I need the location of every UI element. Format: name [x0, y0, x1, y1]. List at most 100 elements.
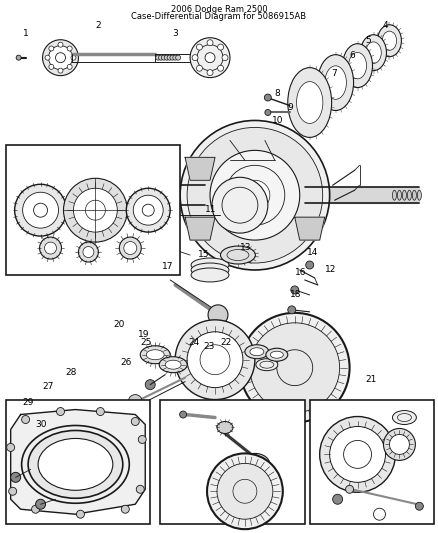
- Circle shape: [415, 502, 424, 510]
- Text: 26: 26: [120, 358, 132, 367]
- Circle shape: [170, 55, 175, 60]
- Circle shape: [175, 320, 255, 400]
- Text: 9: 9: [288, 102, 293, 111]
- Circle shape: [190, 38, 230, 78]
- Ellipse shape: [53, 189, 58, 201]
- Circle shape: [96, 408, 104, 416]
- Ellipse shape: [392, 190, 396, 200]
- Text: 2: 2: [95, 21, 101, 30]
- Circle shape: [57, 408, 64, 416]
- Polygon shape: [295, 217, 325, 240]
- Text: 7: 7: [332, 69, 337, 78]
- Ellipse shape: [124, 241, 137, 255]
- Circle shape: [208, 305, 228, 325]
- Text: 4: 4: [382, 21, 388, 30]
- Circle shape: [67, 46, 72, 51]
- Text: 29: 29: [23, 398, 34, 407]
- Ellipse shape: [39, 237, 61, 259]
- Text: 24: 24: [188, 338, 199, 347]
- Text: 27: 27: [42, 382, 54, 391]
- Circle shape: [77, 510, 85, 518]
- Ellipse shape: [384, 429, 415, 461]
- Text: 16: 16: [295, 268, 306, 277]
- Text: 28: 28: [66, 368, 77, 377]
- Ellipse shape: [191, 268, 229, 282]
- Text: 20: 20: [113, 320, 125, 329]
- Circle shape: [71, 55, 76, 60]
- Ellipse shape: [407, 190, 411, 200]
- Ellipse shape: [133, 195, 163, 225]
- Text: 10: 10: [272, 117, 283, 125]
- Ellipse shape: [83, 247, 94, 257]
- Text: 15: 15: [198, 250, 209, 259]
- Circle shape: [180, 120, 330, 270]
- Ellipse shape: [366, 42, 381, 63]
- Text: Case-Differential Diagram for 5086915AB: Case-Differential Diagram for 5086915AB: [131, 12, 307, 21]
- Circle shape: [128, 394, 142, 409]
- Circle shape: [11, 472, 21, 482]
- Circle shape: [58, 68, 63, 73]
- Circle shape: [138, 435, 146, 443]
- Circle shape: [288, 306, 296, 314]
- Circle shape: [197, 44, 202, 50]
- Circle shape: [167, 55, 172, 60]
- Ellipse shape: [40, 189, 45, 201]
- Ellipse shape: [382, 31, 397, 50]
- Circle shape: [164, 55, 169, 60]
- Ellipse shape: [413, 190, 417, 200]
- Ellipse shape: [14, 184, 67, 236]
- Polygon shape: [185, 217, 215, 240]
- Ellipse shape: [23, 192, 59, 228]
- Circle shape: [176, 55, 180, 60]
- Circle shape: [67, 64, 72, 69]
- Text: 30: 30: [35, 419, 47, 429]
- Text: 25: 25: [140, 338, 152, 347]
- Ellipse shape: [45, 242, 57, 254]
- Ellipse shape: [349, 52, 367, 79]
- Text: 12: 12: [325, 265, 336, 274]
- Ellipse shape: [403, 190, 406, 200]
- Circle shape: [346, 486, 353, 493]
- Circle shape: [35, 499, 46, 509]
- Ellipse shape: [191, 263, 229, 277]
- Text: 13: 13: [240, 243, 251, 252]
- Ellipse shape: [46, 189, 51, 201]
- Circle shape: [320, 416, 396, 492]
- Bar: [6, 400, 150, 524]
- Text: 21: 21: [366, 375, 377, 384]
- Text: 22: 22: [220, 338, 231, 347]
- Ellipse shape: [288, 68, 332, 138]
- Circle shape: [212, 177, 268, 233]
- Circle shape: [265, 94, 271, 101]
- Ellipse shape: [28, 431, 123, 498]
- Circle shape: [207, 70, 213, 76]
- Ellipse shape: [217, 422, 233, 433]
- Circle shape: [161, 55, 166, 60]
- Circle shape: [131, 417, 139, 425]
- Circle shape: [218, 44, 223, 50]
- Polygon shape: [11, 409, 145, 514]
- Ellipse shape: [38, 439, 113, 490]
- Ellipse shape: [378, 25, 401, 56]
- Ellipse shape: [250, 348, 264, 356]
- Bar: [160, 400, 305, 524]
- Circle shape: [197, 65, 202, 71]
- Ellipse shape: [245, 345, 269, 359]
- Circle shape: [187, 127, 323, 263]
- Circle shape: [121, 505, 129, 513]
- Circle shape: [205, 53, 215, 63]
- Ellipse shape: [50, 189, 55, 201]
- Circle shape: [250, 323, 339, 413]
- Ellipse shape: [417, 190, 421, 200]
- Ellipse shape: [191, 258, 229, 272]
- Text: 2006 Dodge Ram 2500: 2006 Dodge Ram 2500: [171, 5, 267, 14]
- Circle shape: [7, 443, 14, 451]
- Ellipse shape: [360, 35, 386, 71]
- Circle shape: [187, 332, 243, 387]
- Circle shape: [45, 55, 50, 60]
- Circle shape: [330, 426, 385, 482]
- Circle shape: [42, 40, 78, 76]
- Circle shape: [58, 42, 63, 47]
- Ellipse shape: [297, 82, 323, 124]
- Text: 14: 14: [307, 248, 318, 257]
